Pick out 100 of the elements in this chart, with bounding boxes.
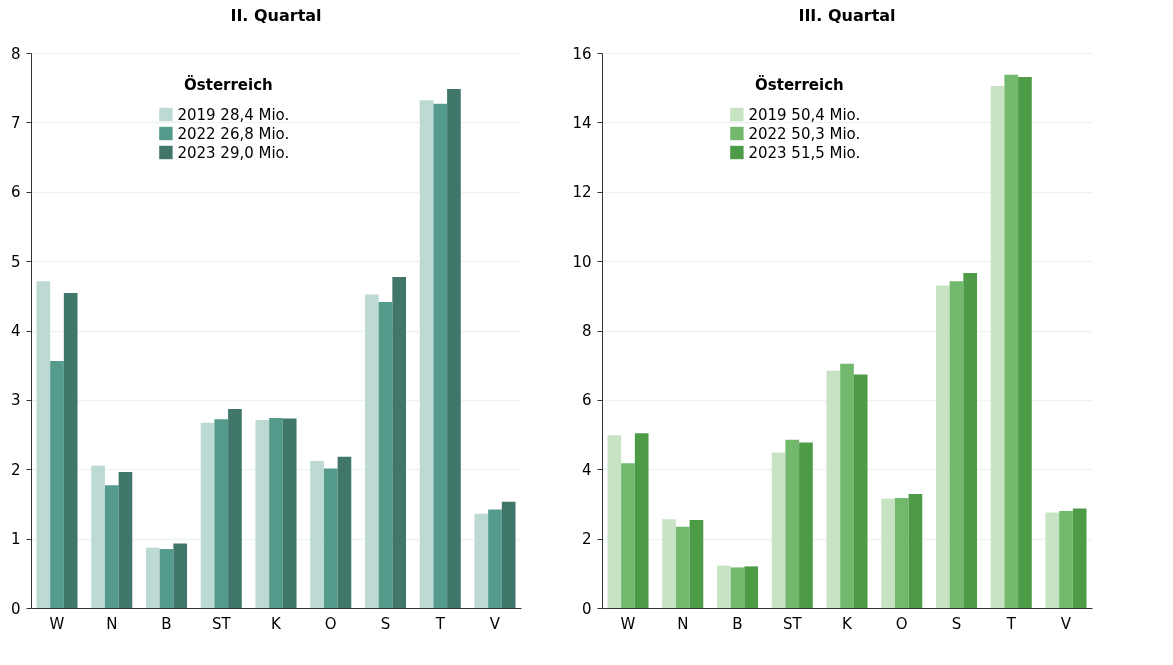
x-tick-label: T xyxy=(434,614,446,633)
legend-label: 2019 50,4 Mio. xyxy=(748,105,861,124)
bar xyxy=(104,485,119,608)
x-tick-label: O xyxy=(324,614,337,633)
bar xyxy=(881,498,895,608)
y-tick-label: 12 xyxy=(572,183,592,202)
bar xyxy=(488,509,502,608)
bar xyxy=(145,547,160,608)
bar xyxy=(785,439,800,608)
bar xyxy=(255,419,270,608)
bar xyxy=(716,565,731,608)
bar xyxy=(419,100,434,608)
y-tick-label: 1 xyxy=(10,530,21,549)
bar xyxy=(1072,508,1087,608)
bar xyxy=(36,281,51,608)
x-tick-label: W xyxy=(49,614,65,633)
bar xyxy=(433,103,448,608)
bar xyxy=(214,419,229,608)
bar xyxy=(621,463,635,608)
bar xyxy=(990,85,1005,608)
bar xyxy=(662,519,676,608)
bar xyxy=(949,281,964,608)
x-tick-label: ST xyxy=(782,614,803,633)
bar xyxy=(91,465,105,608)
bar xyxy=(50,361,64,608)
y-tick-label: 7 xyxy=(10,113,21,132)
y-tick-label: 14 xyxy=(572,113,592,132)
y-tick-label: 6 xyxy=(10,183,21,202)
x-tick-label: O xyxy=(895,614,908,633)
x-tick-label: K xyxy=(842,614,854,633)
bar xyxy=(1018,76,1032,608)
bar xyxy=(689,519,704,608)
bar xyxy=(501,501,516,608)
legend-label: 2023 51,5 Mio. xyxy=(748,143,861,162)
x-tick-label: N xyxy=(106,614,118,633)
bar xyxy=(730,567,745,608)
legend-label: 2019 28,4 Mio. xyxy=(177,105,290,124)
x-tick-label: B xyxy=(732,614,743,633)
y-tick-label: 10 xyxy=(572,252,592,271)
bar xyxy=(269,417,283,608)
bar xyxy=(337,456,352,608)
bar xyxy=(894,498,909,608)
bar xyxy=(1045,512,1060,608)
x-tick-label: B xyxy=(161,614,172,633)
y-tick-label: 8 xyxy=(10,44,21,63)
bar xyxy=(826,370,841,608)
chart-title: III. Quartal xyxy=(798,6,896,25)
legend-title: Österreich xyxy=(184,75,273,94)
bar xyxy=(799,442,813,608)
bar xyxy=(310,460,324,608)
bar xyxy=(840,363,854,608)
bar xyxy=(392,277,407,608)
legend-label: 2022 26,8 Mio. xyxy=(177,124,290,143)
y-tick-label: 4 xyxy=(10,322,21,340)
legend-label: 2022 50,3 Mio. xyxy=(748,124,861,143)
y-tick-label: 4 xyxy=(581,460,592,479)
bar xyxy=(173,543,188,608)
y-tick-label: 0 xyxy=(10,599,21,618)
bar xyxy=(935,285,950,608)
bar xyxy=(63,293,78,608)
x-tick-label: V xyxy=(489,614,501,633)
x-tick-label: T xyxy=(1005,614,1017,633)
x-tick-label: V xyxy=(1060,614,1072,633)
bar xyxy=(282,418,297,608)
bar xyxy=(744,566,759,608)
x-tick-label: N xyxy=(677,614,689,633)
bar xyxy=(200,422,215,608)
y-tick-label: 2 xyxy=(581,530,592,549)
y-tick-label: 3 xyxy=(10,391,21,410)
x-tick-label: S xyxy=(951,614,962,633)
y-tick-label: 16 xyxy=(572,44,592,63)
x-tick-label: ST xyxy=(211,614,232,633)
bar xyxy=(963,272,978,608)
bar xyxy=(228,408,242,608)
bar xyxy=(908,493,923,608)
bar xyxy=(447,89,461,608)
bar xyxy=(159,549,174,608)
bar xyxy=(675,526,690,608)
y-tick-label: 5 xyxy=(10,252,21,271)
bar xyxy=(323,468,338,608)
chart-title: II. Quartal xyxy=(230,6,322,25)
y-tick-label: 2 xyxy=(10,460,21,479)
y-tick-label: 0 xyxy=(581,599,592,618)
bar xyxy=(474,513,489,608)
legend-label: 2023 29,0 Mio. xyxy=(177,143,290,162)
legend-title: Österreich xyxy=(755,75,844,94)
x-tick-label: W xyxy=(620,614,636,633)
bar xyxy=(378,302,393,608)
bar xyxy=(1004,74,1019,608)
y-tick-label: 8 xyxy=(581,322,592,340)
bar xyxy=(607,435,622,608)
x-tick-label: S xyxy=(380,614,391,633)
y-tick-label: 6 xyxy=(581,391,592,410)
x-tick-label: K xyxy=(271,614,283,633)
bar xyxy=(771,452,786,608)
bar xyxy=(853,374,868,608)
bar xyxy=(364,294,379,608)
bar xyxy=(1059,510,1073,608)
bar xyxy=(634,433,649,608)
bar xyxy=(118,472,133,608)
